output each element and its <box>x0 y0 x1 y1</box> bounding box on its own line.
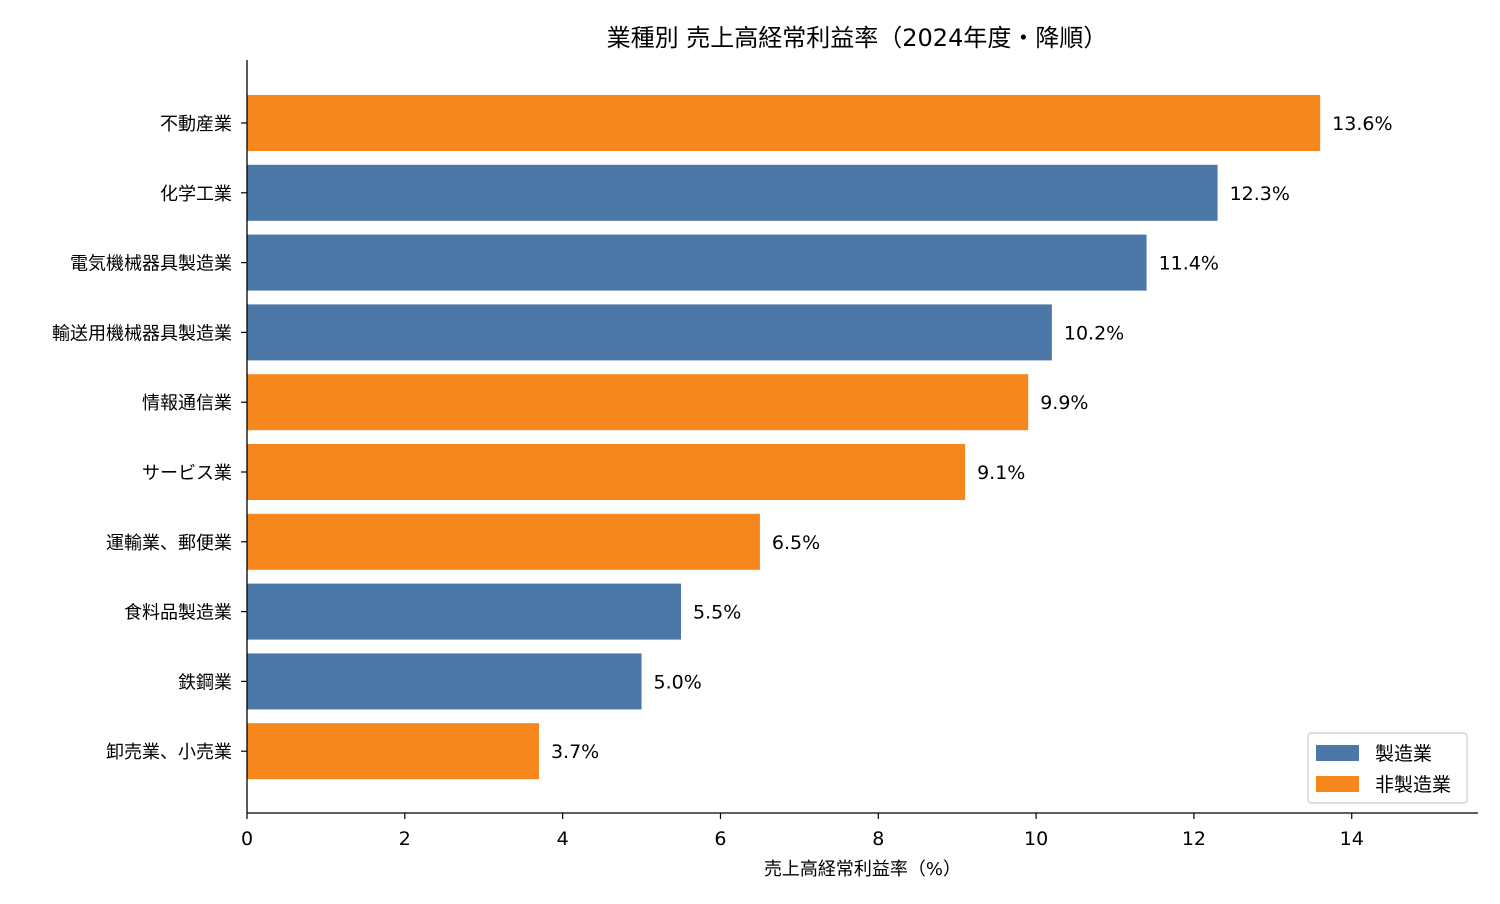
x-axis-ticks: 0 2 4 6 8 10 12 14 <box>241 813 1364 850</box>
bar <box>247 653 642 710</box>
bar <box>247 95 1321 151</box>
y-tick-label: 化学工業 <box>160 184 232 205</box>
y-tick-label: 卸売業、小売業 <box>106 742 232 763</box>
x-tick-label: 12 <box>1182 828 1206 850</box>
legend-label: 製造業 <box>1375 743 1432 765</box>
bar <box>247 444 966 500</box>
legend-label: 非製造業 <box>1375 774 1451 796</box>
bar-value-label: 13.6% <box>1332 113 1392 135</box>
x-tick-label: 4 <box>557 828 569 850</box>
y-tick-label: 鉄鋼業 <box>178 672 232 693</box>
x-tick-label: 14 <box>1340 828 1364 850</box>
x-tick-label: 10 <box>1024 828 1048 850</box>
y-tick-label: 電気機械器具製造業 <box>70 254 232 275</box>
y-tick-label: 不動産業 <box>160 114 232 135</box>
value-labels-group: 13.6% 12.3% 11.4% 10.2% 9.9% 9.1% 6.5% 5.5% 5.0%… <box>551 113 1393 763</box>
bar-value-label: 12.3% <box>1230 183 1290 205</box>
bar-value-label: 5.0% <box>654 671 702 693</box>
y-tick-label: サービス業 <box>142 463 232 484</box>
y-tick-label: 輸送用機械器具製造業 <box>52 323 232 344</box>
bar <box>247 234 1147 291</box>
bars-group <box>247 95 1321 780</box>
x-tick-label: 2 <box>399 828 411 850</box>
bar-value-label: 10.2% <box>1064 322 1124 344</box>
y-axis-ticks: 不動産業化学工業電気機械器具製造業輸送用機械器具製造業情報通信業サービス業運輸業… <box>52 114 247 763</box>
y-tick-label: 運輸業、郵便業 <box>106 533 232 554</box>
bar <box>247 304 1052 361</box>
bar-value-label: 5.5% <box>693 602 741 624</box>
bar <box>247 723 539 780</box>
bar-value-label: 3.7% <box>551 741 599 763</box>
x-tick-label: 0 <box>241 828 253 850</box>
bar-value-label: 6.5% <box>772 532 820 554</box>
chart-title: 業種別 売上高経常利益率（2024年度・降順） <box>607 24 1108 52</box>
bar <box>247 164 1218 221</box>
x-axis-label: 売上高経常利益率（%） <box>764 859 961 880</box>
legend-swatch <box>1316 776 1359 792</box>
bar <box>247 513 760 570</box>
bar-value-label: 9.1% <box>977 462 1025 484</box>
x-tick-label: 6 <box>714 828 726 850</box>
y-tick-label: 情報通信業 <box>142 393 232 414</box>
x-tick-label: 8 <box>872 828 884 850</box>
legend-swatch <box>1316 745 1359 761</box>
bar <box>247 374 1029 431</box>
bar <box>247 583 682 640</box>
bar-value-label: 11.4% <box>1159 253 1219 275</box>
bar-value-label: 9.9% <box>1040 392 1088 414</box>
y-tick-label: 食料品製造業 <box>124 603 232 624</box>
